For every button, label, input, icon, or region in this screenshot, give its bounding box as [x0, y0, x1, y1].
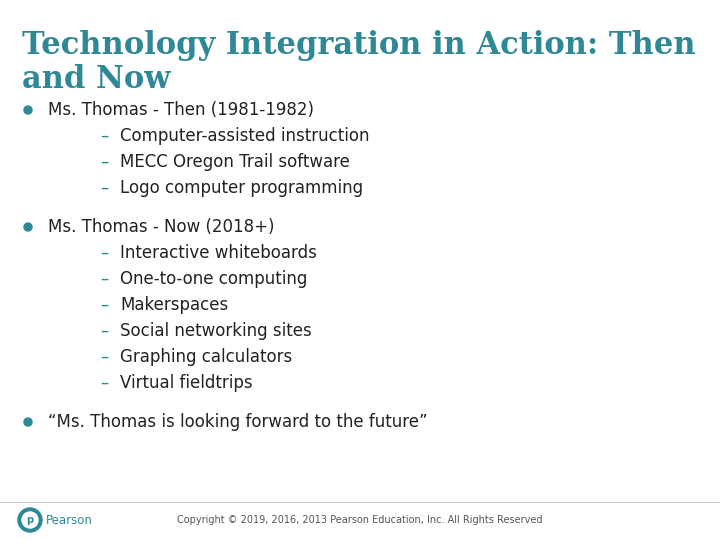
Text: –: –: [100, 296, 109, 314]
Text: Graphing calculators: Graphing calculators: [120, 348, 292, 366]
Text: –: –: [100, 348, 109, 366]
Text: “Ms. Thomas is looking forward to the future”: “Ms. Thomas is looking forward to the fu…: [48, 413, 428, 431]
Circle shape: [24, 223, 32, 231]
Text: –: –: [100, 244, 109, 262]
Text: MECC Oregon Trail software: MECC Oregon Trail software: [120, 153, 350, 171]
Text: Ms. Thomas - Then (1981-1982): Ms. Thomas - Then (1981-1982): [48, 101, 314, 119]
Text: Virtual fieldtrips: Virtual fieldtrips: [120, 374, 253, 392]
Text: Interactive whiteboards: Interactive whiteboards: [120, 244, 317, 262]
Text: –: –: [100, 179, 109, 197]
Text: Pearson: Pearson: [46, 514, 93, 526]
Text: –: –: [100, 127, 109, 145]
Circle shape: [24, 106, 32, 114]
Circle shape: [18, 508, 42, 532]
Text: –: –: [100, 374, 109, 392]
Text: –: –: [100, 153, 109, 171]
Text: and Now: and Now: [22, 64, 171, 95]
Text: One-to-one computing: One-to-one computing: [120, 270, 307, 288]
Circle shape: [24, 418, 32, 426]
Text: Technology Integration in Action: Then: Technology Integration in Action: Then: [22, 30, 696, 61]
Text: Computer-assisted instruction: Computer-assisted instruction: [120, 127, 369, 145]
Circle shape: [22, 512, 38, 528]
Text: p: p: [27, 515, 34, 525]
Text: Ms. Thomas - Now (2018+): Ms. Thomas - Now (2018+): [48, 218, 274, 236]
Text: Copyright © 2019, 2016, 2013 Pearson Education, Inc. All Rights Reserved: Copyright © 2019, 2016, 2013 Pearson Edu…: [177, 515, 543, 525]
Text: –: –: [100, 322, 109, 340]
Text: Social networking sites: Social networking sites: [120, 322, 312, 340]
Text: Makerspaces: Makerspaces: [120, 296, 228, 314]
Text: –: –: [100, 270, 109, 288]
Text: Logo computer programming: Logo computer programming: [120, 179, 363, 197]
